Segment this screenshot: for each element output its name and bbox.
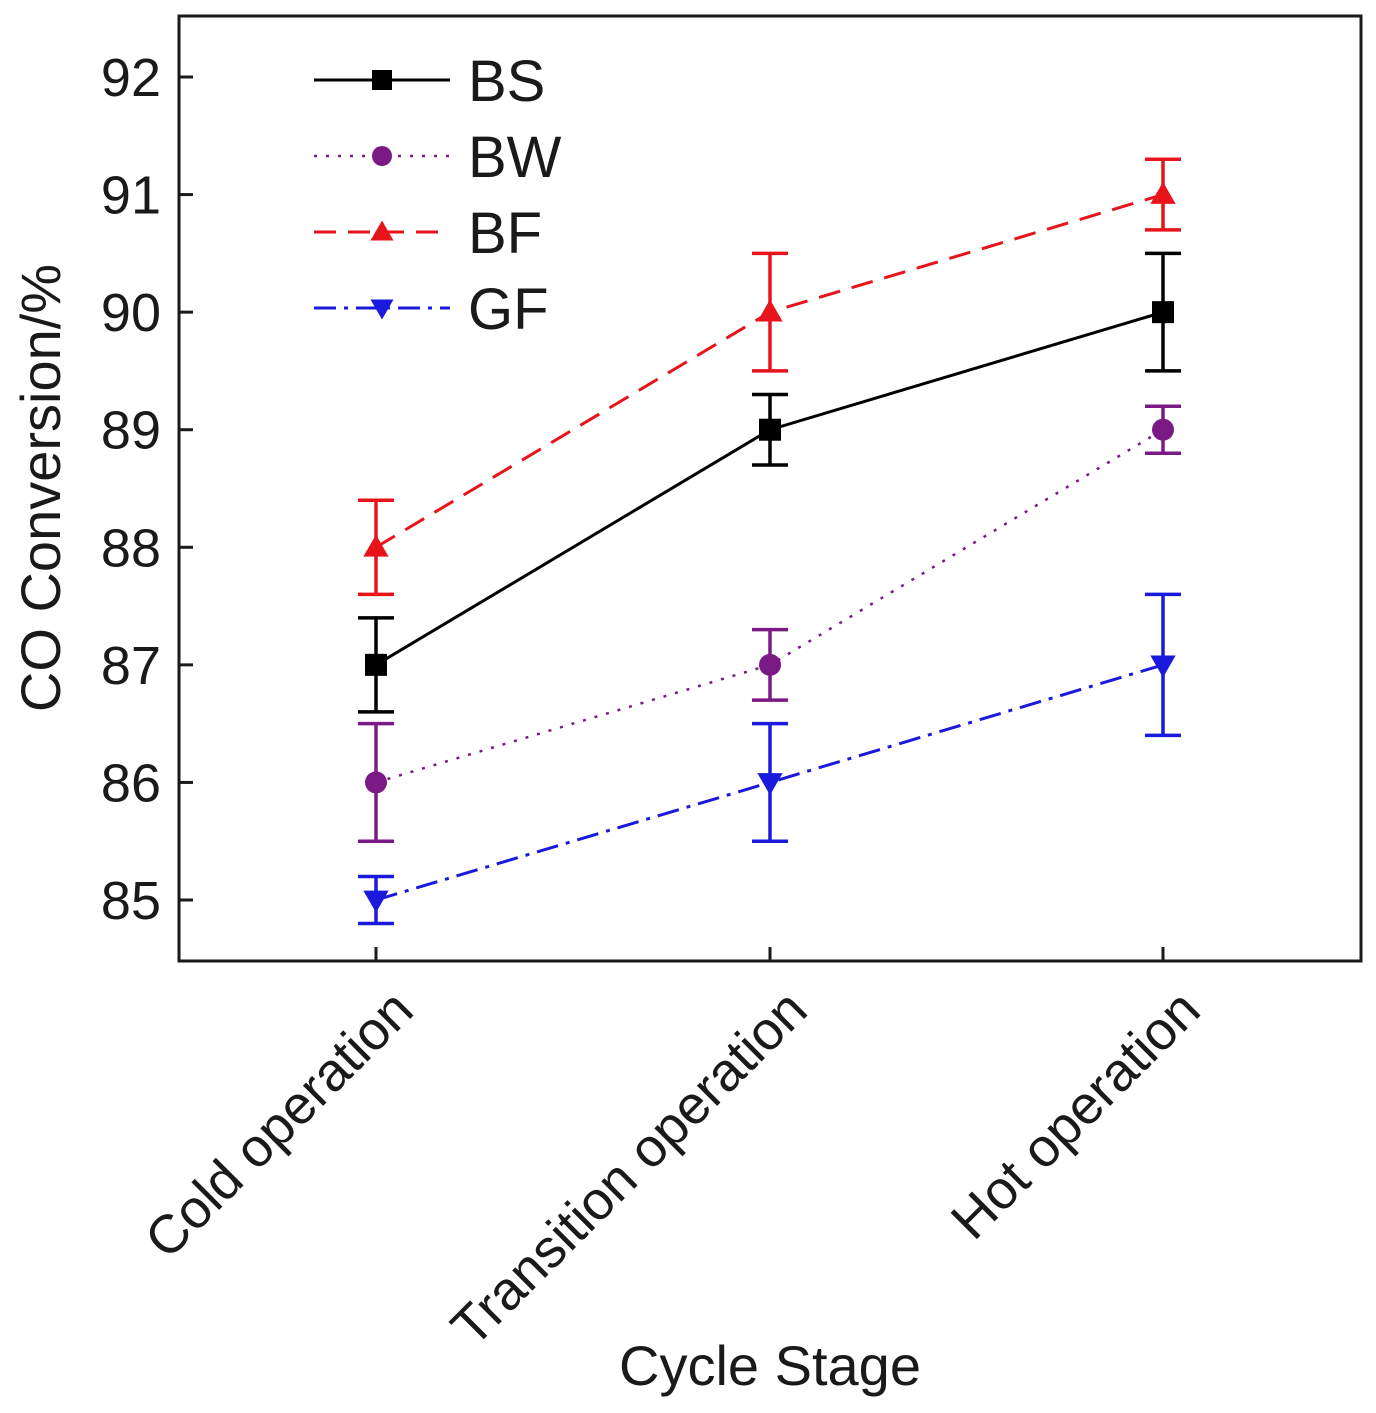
legend-label: BW: [468, 125, 562, 190]
data-point: [1152, 418, 1174, 441]
data-point: [759, 418, 781, 441]
series-gf: [358, 592, 1181, 926]
legend-item-bf: BF: [314, 201, 542, 266]
y-tick-label: 87: [101, 636, 161, 696]
series-bf: [358, 157, 1181, 597]
legend-label: GF: [468, 277, 549, 342]
data-point: [365, 771, 387, 794]
x-tick-label: Cold operation: [134, 979, 425, 1270]
y-axis: 85 86 87 88 89 90 91 92: [101, 48, 193, 931]
data-point: [1150, 181, 1176, 204]
x-tick-label: Hot operation: [940, 979, 1212, 1251]
legend-item-bw: BW: [314, 125, 562, 190]
data-point: [1150, 655, 1176, 678]
series-bs: [358, 251, 1181, 714]
y-tick-label: 92: [101, 48, 161, 108]
series-bw: [358, 404, 1181, 843]
legend-marker: [372, 146, 392, 166]
legend-marker: [370, 299, 394, 320]
data-point: [365, 653, 387, 676]
legend-label: BF: [468, 201, 542, 266]
data-point: [363, 534, 389, 557]
y-tick-label: 90: [101, 283, 161, 343]
y-tick-label: 89: [101, 401, 161, 461]
data-point: [757, 299, 783, 322]
legend-item-gf: GF: [314, 277, 549, 342]
y-tick-label: 85: [101, 871, 161, 931]
data-point: [759, 653, 781, 676]
x-tick-label: Transition operation: [440, 979, 819, 1358]
data-point: [363, 890, 389, 913]
legend: BS BW BF GF: [314, 49, 562, 342]
x-axis: Cold operation Transition operation Hot op…: [134, 947, 1212, 1358]
y-tick-label: 88: [101, 518, 161, 578]
legend-marker: [372, 70, 392, 90]
legend-label: BS: [468, 49, 545, 114]
legend-item-bs: BS: [314, 49, 545, 114]
data-point: [757, 773, 783, 796]
y-axis-title: CO Conversion/%: [9, 264, 72, 712]
y-tick-label: 91: [101, 166, 161, 226]
x-axis-title: Cycle Stage: [619, 1334, 921, 1397]
legend-marker: [370, 220, 394, 241]
series-layer: [358, 157, 1181, 926]
y-tick-label: 86: [101, 753, 161, 813]
data-point: [1152, 301, 1174, 324]
